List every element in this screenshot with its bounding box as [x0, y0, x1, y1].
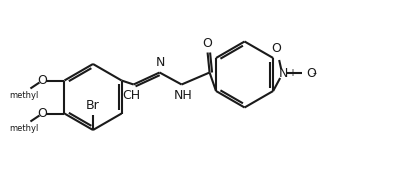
Text: N: N — [278, 66, 288, 79]
Text: -: - — [312, 68, 316, 78]
Text: O: O — [38, 74, 47, 87]
Text: O: O — [306, 66, 316, 79]
Text: O: O — [271, 42, 281, 55]
Text: methyl: methyl — [10, 91, 39, 100]
Text: +: + — [288, 68, 296, 78]
Text: methyl: methyl — [10, 124, 39, 133]
Text: CH: CH — [122, 88, 141, 101]
Text: Br: Br — [86, 99, 100, 112]
Text: NH: NH — [174, 88, 193, 101]
Text: O: O — [38, 107, 47, 120]
Text: N: N — [156, 56, 165, 69]
Text: O: O — [203, 36, 213, 49]
